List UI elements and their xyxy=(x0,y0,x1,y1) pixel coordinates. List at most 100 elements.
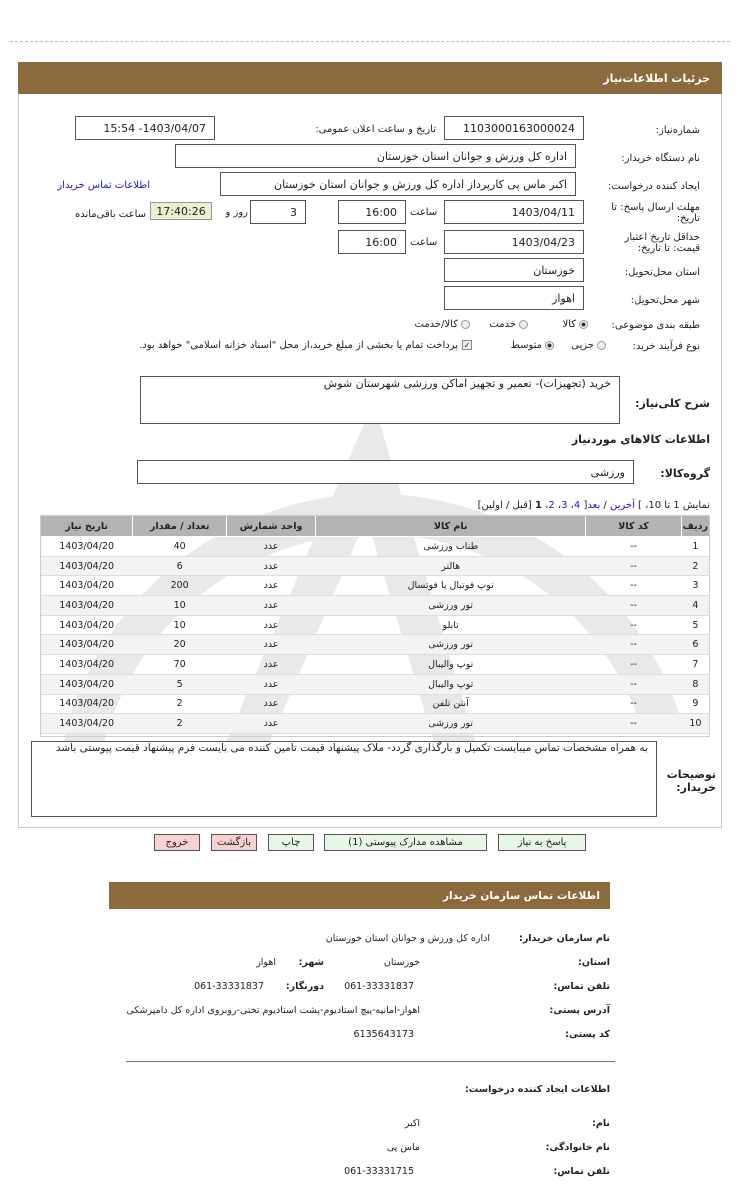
pager-prev-first: [قبل / اولین] xyxy=(477,500,532,511)
item-qty: 10 xyxy=(132,615,227,636)
buyer-contact-link[interactable]: اطلاعات تماس خریدار xyxy=(57,180,150,191)
table-row: 3 -- توپ فوتبال یا فوتسال عدد 200 1403/04/20 xyxy=(40,575,710,597)
pager-bracket: ] xyxy=(638,500,642,511)
payment-checkbox[interactable]: ✓ پرداخت تمام یا بخشی از مبلغ خرید،از محل… xyxy=(139,340,472,351)
item-name: تور ورزشی xyxy=(315,595,586,616)
province-label: استان محل‌تحویل: xyxy=(624,267,700,278)
item-unit: عدد xyxy=(226,713,316,734)
item-code: -- xyxy=(585,595,682,616)
announce-field: 1403/04/07- 15:54 xyxy=(75,116,215,140)
item-code: -- xyxy=(585,536,682,557)
item-qty: 70 xyxy=(132,654,227,675)
col-unit: واحد شمارش xyxy=(226,515,317,537)
contact-org-label: نام سازمان خریدار: xyxy=(519,933,610,944)
need-number-label: شماره‌نیاز: xyxy=(655,125,700,136)
row-number: 1 xyxy=(681,536,710,557)
deadline-time-field: 16:00 xyxy=(338,200,406,224)
top-divider xyxy=(10,41,730,42)
validity-label: حداقل تاریخ اعتبار قیمت: تا تاریخ: xyxy=(624,232,700,254)
col-date: تاریخ نیاز xyxy=(39,515,134,537)
category-radio-service[interactable]: خدمت xyxy=(489,319,528,330)
days-field: 3 xyxy=(250,200,306,224)
item-date: 1403/04/20 xyxy=(40,556,133,577)
item-unit: عدد xyxy=(226,674,316,695)
table-row: 5 -- تابلو عدد 10 1403/04/20 xyxy=(40,615,710,636)
item-code: -- xyxy=(585,556,682,577)
remaining-time: 17:40:26 xyxy=(150,202,212,220)
notes-field: به همراه مشخصات تماس میبایست تکمیل و بار… xyxy=(31,741,657,817)
item-name: تور ورزشی xyxy=(315,634,586,656)
city-field: اهواز xyxy=(444,286,584,310)
row-number: 6 xyxy=(681,634,710,656)
contact-city: اهواز xyxy=(256,957,276,968)
item-unit: عدد xyxy=(226,575,316,597)
pager-page-3[interactable]: 3 xyxy=(561,500,568,511)
back-button[interactable]: بازگشت xyxy=(211,834,257,851)
pager-range: نمایش 1 تا 10، xyxy=(645,500,710,511)
col-qty: تعداد / مقدار xyxy=(132,515,228,537)
creator-name-label: نام: xyxy=(592,1118,610,1129)
category-radio-goods[interactable]: کالا xyxy=(562,319,588,330)
row-number: 5 xyxy=(681,615,710,636)
creator-family: ماس پی xyxy=(386,1142,420,1153)
contact-postal: 6135643173 xyxy=(353,1029,414,1040)
creator-phone-label: تلفن تماس: xyxy=(553,1166,610,1177)
item-date: 1403/04/20 xyxy=(40,595,133,616)
creator-phone: 061-33331715 xyxy=(344,1166,414,1177)
contact-province-label: استان: xyxy=(578,957,610,968)
col-row: ردیف xyxy=(680,515,711,537)
item-code: -- xyxy=(585,575,682,597)
print-button[interactable]: چاپ xyxy=(268,834,314,851)
creator-field: اکبر ماس پی کارپرداز اداره کل ورزش و جوا… xyxy=(220,172,576,196)
creator-name: اکبر xyxy=(404,1118,420,1129)
process-radio-minor[interactable]: جزیی xyxy=(571,340,606,351)
item-code: -- xyxy=(585,713,682,734)
row-number: 4 xyxy=(681,595,710,616)
deadline-time-label: ساعت xyxy=(410,207,438,218)
item-unit: عدد xyxy=(226,654,316,675)
item-date: 1403/04/20 xyxy=(40,634,133,656)
item-unit: عدد xyxy=(226,595,316,616)
contact-fax: 061-33331837 xyxy=(194,981,264,992)
group-field: ورزشی xyxy=(137,460,634,484)
item-name: توپ والیبال xyxy=(315,654,586,675)
pager-page-4[interactable]: 4 xyxy=(573,500,581,511)
creator-family-label: نام خانوادگی: xyxy=(545,1142,610,1153)
table-row: 1 -- طناب ورزشی عدد 40 1403/04/20 xyxy=(40,536,710,557)
item-unit: عدد xyxy=(226,556,316,577)
table-row: 10 -- تور ورزشی عدد 2 1403/04/20 xyxy=(40,713,710,734)
radio-label: کالا/خدمت xyxy=(414,319,459,330)
table-row: 2 -- هالتر عدد 6 1403/04/20 xyxy=(40,556,710,577)
pager: نمایش 1 تا 10، ] آخرین / بعد[ 4، 3، 2، 1… xyxy=(477,500,710,511)
row-number: 2 xyxy=(681,556,710,577)
reply-button[interactable]: پاسخ به نیاز xyxy=(498,834,586,851)
item-name: آنتن تلفن xyxy=(315,694,586,715)
process-radio-medium[interactable]: متوسط xyxy=(511,340,554,351)
pager-page-2[interactable]: 2 xyxy=(548,500,555,511)
radio-label: خدمت xyxy=(489,319,516,330)
row-number: 10 xyxy=(681,713,710,734)
contact-city-label: شهر: xyxy=(298,957,324,968)
radio-icon xyxy=(519,319,528,329)
item-qty: 10 xyxy=(132,595,227,616)
desc-label: شرح کلی‌نیاز: xyxy=(635,397,710,410)
item-qty: 20 xyxy=(132,634,227,656)
item-date: 1403/04/20 xyxy=(40,536,133,557)
item-qty: 2 xyxy=(132,694,227,715)
notes-label: توضیحات خریدار: xyxy=(666,768,716,794)
pager-next-link[interactable]: بعد xyxy=(587,500,601,511)
item-name: توپ والیبال xyxy=(315,674,586,695)
category-radio-both[interactable]: کالا/خدمت xyxy=(414,319,470,330)
province-field: خوزستان xyxy=(444,258,584,282)
exit-button[interactable]: خروج xyxy=(154,834,200,851)
pager-page-1: 1 xyxy=(534,500,542,511)
attachments-button[interactable]: مشاهده مدارک پیوستی (1) xyxy=(324,834,487,851)
desc-field: خرید (تجهیزات)- تعمیر و تجهیز اماکن ورزش… xyxy=(140,376,620,424)
table-row: 9 -- آنتن تلفن عدد 2 1403/04/20 xyxy=(40,694,710,715)
deadline-date-field: 1403/04/11 xyxy=(444,200,584,224)
item-unit: عدد xyxy=(226,615,316,636)
city-label: شهر محل‌تحویل: xyxy=(630,295,700,306)
table-row: 4 -- تور ورزشی عدد 10 1403/04/20 xyxy=(40,595,710,616)
pager-last-link[interactable]: آخرین xyxy=(609,500,635,511)
item-code: -- xyxy=(585,615,682,636)
